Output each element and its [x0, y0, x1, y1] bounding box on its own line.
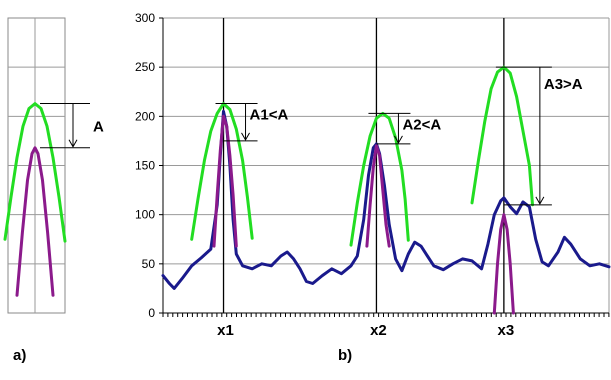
- panel-b-plot: 0 50 100 150 200 250 300 x1 x2 x3 A1<A A2<A A3>A: [135, 11, 611, 339]
- panel-b-series-line-4: [212, 114, 238, 248]
- panel-b-annotation-arrow-head: [394, 135, 403, 144]
- panel-b-x-label-x2: x2: [370, 322, 387, 339]
- panel-b-series-line-3: [470, 65, 534, 207]
- panel-b-annotation-label: A3>A: [544, 76, 583, 93]
- panel-b-y-tick-label: 0: [148, 306, 155, 320]
- panel-a-annotation-arrow-head: [68, 139, 78, 148]
- panel-a-series-line-0: [3, 102, 67, 243]
- panel-b-series-line-6: [492, 213, 515, 315]
- panel-b-annotation-label: A1<A: [250, 107, 289, 124]
- panel-b-series-line-2: [349, 111, 410, 247]
- panel-b-y-tick-label: 200: [135, 109, 155, 123]
- panel-a-annotation-label: A: [93, 119, 104, 136]
- panel-b-label: b): [338, 347, 352, 364]
- panel-b-x-label-x1: x1: [217, 322, 234, 339]
- panel-b-series-line-5: [365, 144, 391, 248]
- panel-b-annotation-arrow-head: [241, 132, 250, 141]
- panel-b-annotation-arrow-head: [535, 196, 545, 205]
- panel-b-y-tick-label: 300: [135, 11, 155, 25]
- panel-a-series-line-1: [15, 146, 55, 297]
- panel-b-y-tick-label: 250: [135, 60, 155, 74]
- panel-b-annotation-label: A2<A: [402, 116, 441, 133]
- panel-b-y-tick-label: 150: [135, 159, 155, 173]
- panel-b-x-label-x3: x3: [498, 322, 515, 339]
- panel-a-label: a): [13, 347, 26, 364]
- panel-a-plot: A: [3, 17, 104, 314]
- panel-b-y-tick-label: 100: [135, 208, 155, 222]
- panel-b-y-tick-label: 50: [142, 257, 156, 271]
